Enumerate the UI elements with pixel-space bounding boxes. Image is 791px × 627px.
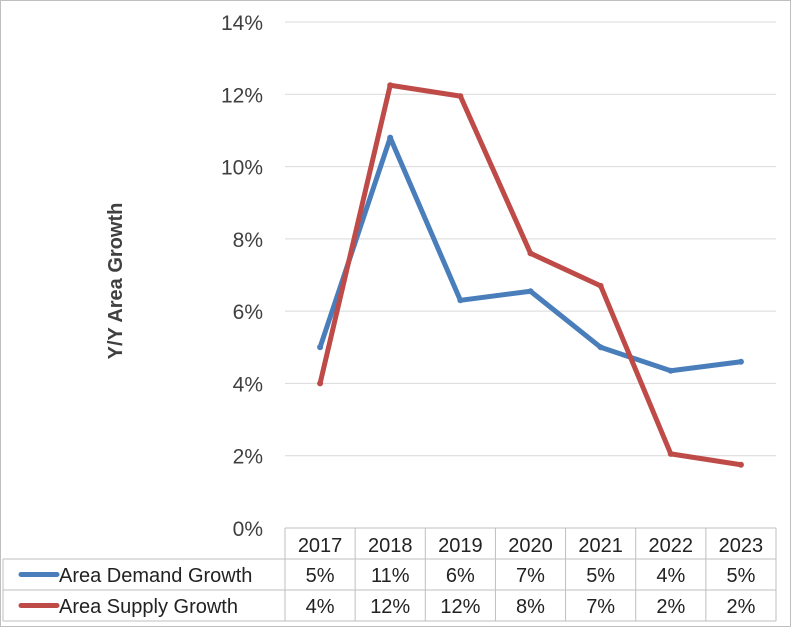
y-axis-ticks: 0% 2% 4% 6% 8% 10% 12% 14% [221, 12, 263, 541]
data-table-value: 7% [516, 565, 545, 587]
data-point [597, 282, 604, 289]
y-tick-label: 8% [233, 229, 263, 252]
series-lines [317, 82, 744, 468]
y-tick-label: 10% [221, 157, 263, 180]
y-tick-label: 2% [233, 446, 263, 469]
y-tick-label: 0% [233, 518, 263, 541]
data-point [527, 250, 534, 257]
grid-lines [285, 21, 776, 529]
y-tick-label: 12% [221, 84, 263, 107]
data-table-value: 12% [440, 596, 480, 618]
data-table-value: 11% [371, 565, 410, 587]
data-point [737, 358, 744, 365]
data-point [457, 297, 464, 304]
x-category-label: 2019 [438, 535, 483, 557]
data-table-value: 4% [306, 596, 335, 618]
x-category-label: 2018 [368, 535, 413, 557]
data-table-value: 12% [370, 596, 410, 618]
data-point [387, 134, 394, 141]
data-table-value: 6% [446, 565, 475, 587]
x-category-label: 2022 [649, 535, 694, 557]
x-category-label: 2017 [298, 535, 343, 557]
data-point [387, 82, 394, 89]
legend-label: Area Supply Growth [59, 596, 238, 618]
data-table: 2017 2018 2019 2020 2021 2022 2023 Area Demand … [2, 527, 777, 622]
data-table-value: 8% [516, 596, 545, 618]
x-category-label: 2021 [578, 535, 623, 557]
data-point [667, 450, 674, 457]
y-axis-label: Y/Y Area Growth [105, 203, 127, 360]
data-point [667, 367, 674, 374]
x-category-label: 2020 [508, 535, 553, 557]
y-tick-label: 6% [233, 301, 263, 324]
y-tick-label: 14% [221, 12, 263, 35]
data-point [317, 344, 324, 351]
y-tick-label: 4% [233, 373, 263, 396]
x-category-label: 2023 [719, 535, 764, 557]
series-line [317, 82, 744, 468]
data-table-value: 5% [586, 565, 615, 587]
data-table-value: 5% [726, 565, 755, 587]
data-point [457, 93, 464, 100]
data-table-value: 2% [656, 596, 685, 618]
data-table-value: 5% [306, 565, 335, 587]
data-point [317, 380, 324, 387]
data-point [597, 344, 604, 351]
data-table-value: 2% [726, 596, 755, 618]
data-point [527, 288, 534, 295]
data-table-value: 7% [586, 596, 615, 618]
data-point [737, 461, 744, 468]
data-table-value: 4% [656, 565, 685, 587]
legend-label: Area Demand Growth [59, 565, 252, 587]
